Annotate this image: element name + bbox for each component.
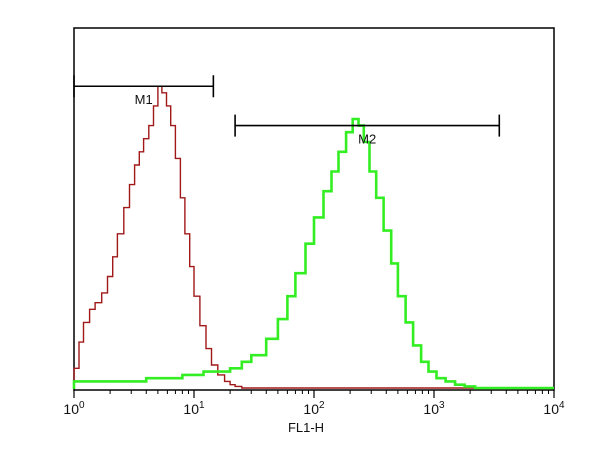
x-axis-label: FL1-H — [288, 420, 324, 435]
series-line-2 — [72, 117, 554, 390]
x-tick-label: 100 — [63, 400, 85, 417]
x-tick-label: 101 — [183, 400, 205, 417]
plot-frame — [73, 27, 555, 391]
x-tick-label: 102 — [303, 400, 325, 417]
marker-m2-label: M2 — [358, 132, 376, 147]
marker-m1-label: M1 — [135, 92, 153, 107]
x-tick-label: 103 — [423, 400, 445, 417]
x-tick-label: 104 — [543, 400, 565, 417]
